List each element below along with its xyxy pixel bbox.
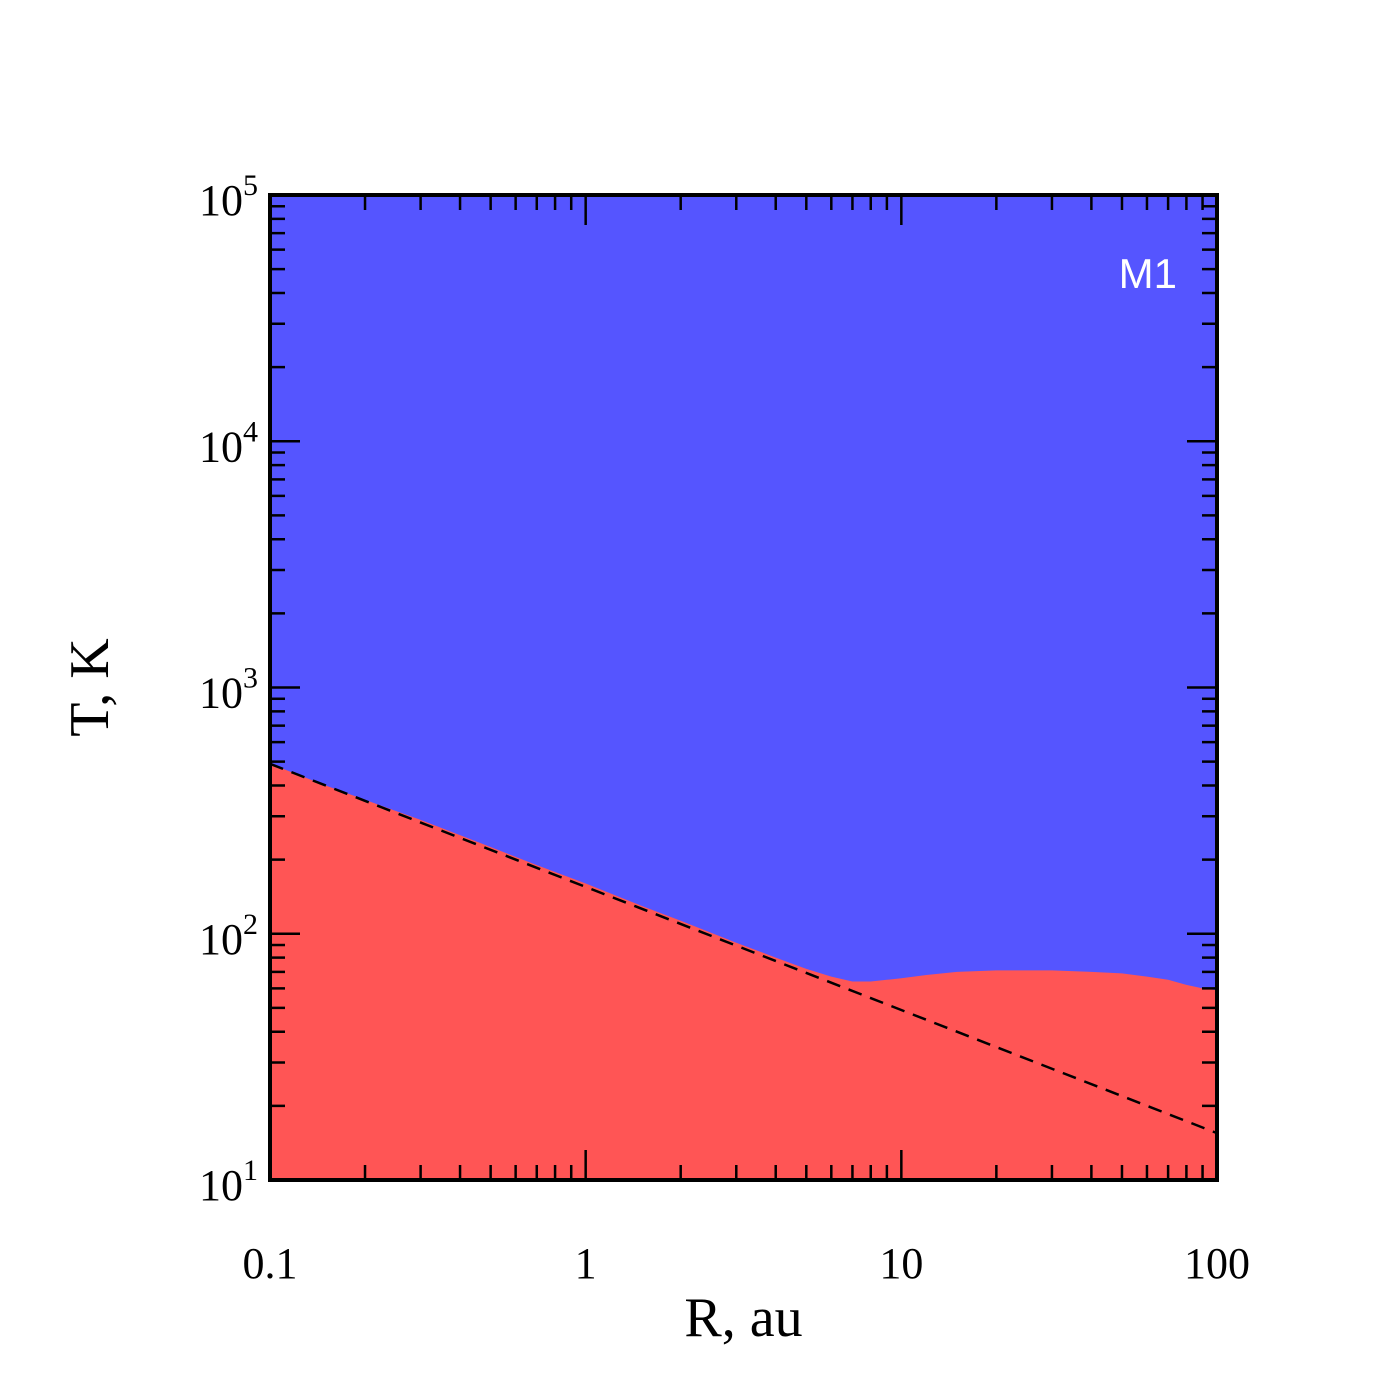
x-tick-label: 100 bbox=[1184, 1239, 1250, 1288]
plot-area bbox=[269, 195, 1218, 1180]
panel-label: M1 bbox=[1119, 250, 1177, 297]
x-tick-label: 1 bbox=[575, 1239, 597, 1288]
x-tick-labels: 0.1 1 10 100 bbox=[243, 1239, 1251, 1288]
x-tick-label: 10 bbox=[879, 1239, 923, 1288]
y-tick-labels: 101 102 103 104 105 bbox=[199, 169, 258, 1210]
plot-frame bbox=[268, 193, 1219, 1182]
y-tick-label: 103 bbox=[199, 662, 258, 718]
x-tick-label: 0.1 bbox=[243, 1239, 298, 1288]
y-axis-label: T, K bbox=[59, 638, 121, 737]
y-tick-label: 101 bbox=[199, 1154, 258, 1210]
lower-region bbox=[270, 763, 1217, 1180]
reference-line bbox=[269, 762, 1218, 1135]
x-axis-label: R, au bbox=[684, 1287, 802, 1349]
y-tick-label: 105 bbox=[199, 169, 258, 225]
y-tick-label: 104 bbox=[199, 415, 258, 471]
y-tick-label: 102 bbox=[199, 908, 258, 964]
